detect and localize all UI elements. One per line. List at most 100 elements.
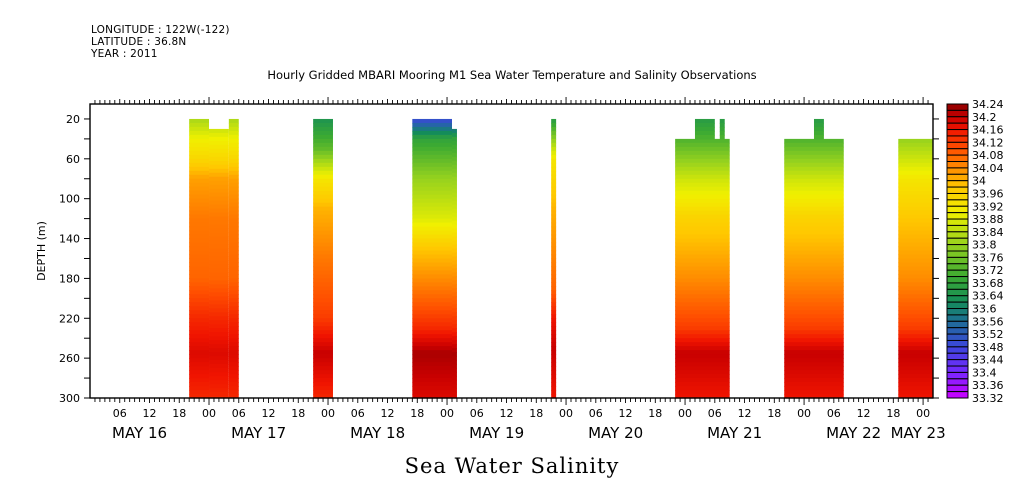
salinity-cell bbox=[551, 174, 557, 180]
salinity-cell bbox=[551, 302, 557, 307]
salinity-cell bbox=[675, 274, 730, 280]
salinity-cell bbox=[209, 128, 229, 134]
salinity-cell bbox=[412, 366, 452, 371]
x-hour-label: 18 bbox=[767, 407, 781, 420]
salinity-cell bbox=[412, 270, 452, 276]
colorbar-swatch bbox=[946, 192, 969, 201]
salinity-cell bbox=[313, 158, 333, 164]
salinity-cell bbox=[313, 190, 333, 196]
y-tick-label: 220 bbox=[59, 312, 80, 325]
salinity-cell bbox=[694, 126, 715, 132]
salinity-cell bbox=[313, 126, 333, 132]
salinity-cell bbox=[228, 186, 239, 192]
salinity-cell bbox=[209, 228, 229, 234]
data-block bbox=[898, 138, 933, 399]
salinity-cell bbox=[784, 194, 844, 200]
salinity-cell bbox=[451, 132, 457, 138]
salinity-cell bbox=[313, 206, 333, 212]
salinity-cell bbox=[209, 304, 229, 309]
salinity-cell bbox=[189, 262, 210, 268]
salinity-cell bbox=[784, 374, 844, 379]
colorbar-label: 33.72 bbox=[972, 264, 1004, 277]
salinity-cell bbox=[551, 286, 557, 291]
salinity-cell bbox=[551, 326, 557, 331]
colorbar-label: 33.68 bbox=[972, 277, 1004, 290]
salinity-cell bbox=[189, 390, 210, 395]
salinity-cell bbox=[675, 366, 730, 371]
colorbar-label: 33.52 bbox=[972, 328, 1004, 341]
salinity-cell bbox=[813, 126, 824, 132]
salinity-cell bbox=[551, 138, 557, 144]
salinity-cell bbox=[228, 122, 239, 128]
salinity-cell bbox=[719, 126, 725, 132]
x-hour-label: 00 bbox=[440, 407, 454, 420]
salinity-cell bbox=[551, 122, 557, 128]
salinity-cell bbox=[209, 140, 229, 146]
salinity-cell bbox=[313, 282, 333, 287]
salinity-cell bbox=[313, 322, 333, 327]
salinity-cell bbox=[451, 300, 457, 305]
salinity-cell bbox=[209, 384, 229, 389]
salinity-cell bbox=[189, 278, 210, 283]
colorbar-swatch bbox=[946, 231, 969, 239]
salinity-cell bbox=[313, 310, 333, 315]
salinity-cell bbox=[784, 210, 844, 216]
salinity-cell bbox=[189, 274, 210, 280]
salinity-cell bbox=[675, 230, 730, 236]
salinity-cell bbox=[551, 218, 557, 224]
salinity-cell bbox=[313, 318, 333, 323]
salinity-cell bbox=[209, 368, 229, 373]
salinity-cell bbox=[189, 394, 210, 399]
x-hour-label: 06 bbox=[708, 407, 722, 420]
salinity-cell bbox=[675, 378, 730, 383]
salinity-cell bbox=[898, 246, 933, 252]
salinity-cell bbox=[228, 162, 239, 168]
salinity-cell bbox=[313, 338, 333, 343]
salinity-cell bbox=[189, 362, 210, 367]
salinity-cell bbox=[412, 390, 452, 395]
salinity-cell bbox=[189, 174, 210, 180]
salinity-cell bbox=[675, 202, 730, 208]
salinity-cell bbox=[784, 274, 844, 280]
salinity-cell bbox=[189, 386, 210, 391]
salinity-cell bbox=[412, 294, 452, 299]
salinity-cell bbox=[898, 362, 933, 367]
salinity-cell bbox=[451, 164, 457, 170]
salinity-cell bbox=[313, 262, 333, 268]
salinity-cell bbox=[228, 150, 239, 156]
salinity-cell bbox=[313, 330, 333, 335]
salinity-cell bbox=[209, 188, 229, 194]
salinity-cell bbox=[551, 274, 557, 280]
salinity-cell bbox=[451, 168, 457, 174]
salinity-cell bbox=[228, 362, 239, 367]
salinity-cell bbox=[784, 278, 844, 283]
salinity-cell bbox=[719, 134, 725, 140]
salinity-cell bbox=[313, 130, 333, 136]
salinity-cell bbox=[551, 210, 557, 216]
colorbar-swatch bbox=[946, 129, 969, 137]
salinity-cell bbox=[451, 332, 457, 337]
salinity-cell bbox=[898, 258, 933, 264]
salinity-cell bbox=[551, 158, 557, 164]
salinity-cell bbox=[784, 394, 844, 399]
salinity-cell bbox=[412, 182, 452, 188]
salinity-cell bbox=[412, 214, 452, 220]
salinity-cell bbox=[412, 290, 452, 295]
salinity-cell bbox=[551, 182, 557, 188]
salinity-cell bbox=[209, 184, 229, 190]
salinity-cell bbox=[189, 126, 210, 132]
salinity-cell bbox=[675, 250, 730, 256]
salinity-cell bbox=[784, 234, 844, 240]
salinity-cell bbox=[313, 266, 333, 272]
salinity-cell bbox=[189, 322, 210, 327]
salinity-cell bbox=[784, 342, 844, 347]
salinity-cell bbox=[694, 134, 715, 140]
salinity-cell bbox=[451, 340, 457, 345]
salinity-cell bbox=[412, 342, 452, 347]
salinity-cell bbox=[412, 206, 452, 212]
salinity-cell bbox=[451, 360, 457, 365]
colorbar-swatch bbox=[946, 371, 969, 380]
salinity-cell bbox=[451, 152, 457, 158]
salinity-cell bbox=[209, 356, 229, 361]
salinity-cell bbox=[813, 134, 824, 140]
